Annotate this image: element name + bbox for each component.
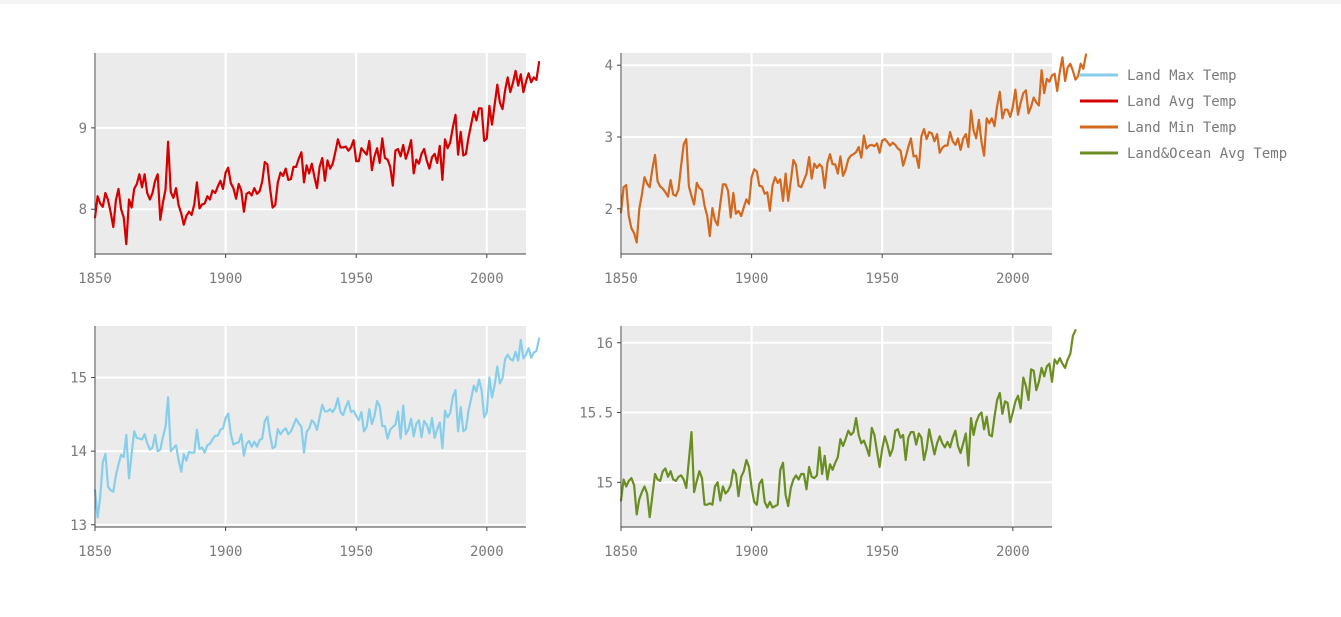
x-tick-label: 1900 [209, 271, 243, 287]
y-tick-label: 4 [605, 58, 613, 74]
x-tick-label: 2000 [996, 271, 1030, 287]
x-tick-label: 1850 [78, 271, 112, 287]
x-tick-label: 1900 [735, 544, 769, 560]
x-tick-label: 1850 [78, 544, 112, 560]
x-tick-label: 2000 [470, 544, 504, 560]
y-tick-label: 8 [79, 202, 87, 218]
legend-label: Land Max Temp [1127, 68, 1237, 84]
x-tick-label: 1850 [604, 544, 638, 560]
x-tick-label: 1950 [865, 544, 899, 560]
x-tick-label: 1950 [339, 271, 373, 287]
y-tick-label: 15 [596, 475, 613, 491]
legend: Land Max Temp Land Avg Temp Land Min Temp L… [1080, 68, 1287, 162]
x-tick-label: 1900 [209, 544, 243, 560]
x-tick-label: 1850 [604, 271, 638, 287]
x-tick-label: 2000 [470, 271, 504, 287]
legend-item: Land Max Temp [1080, 68, 1237, 84]
legend-item: Land Avg Temp [1080, 94, 1237, 110]
series-line-land-min-temp [619, 53, 1088, 244]
plot-background [621, 53, 1052, 254]
x-tick-label: 1900 [735, 271, 769, 287]
y-tick-label: 16 [596, 336, 613, 352]
series-line-land-avg-temp [93, 60, 541, 246]
x-tick-label: 1950 [339, 544, 373, 560]
panel-land-min-temp: 1850 1900 1950 2000 2 3 4 [604, 53, 1088, 287]
y-tick-label: 15.5 [579, 406, 613, 422]
y-tick-label: 13 [70, 518, 87, 534]
legend-item: Land&Ocean Avg Temp [1080, 146, 1287, 162]
top-toolbar-strip [0, 0, 1341, 4]
y-tick-label: 15 [70, 371, 87, 387]
plot-background [621, 326, 1052, 527]
legend-label: Land Avg Temp [1127, 94, 1237, 110]
y-tick-label: 9 [79, 121, 87, 137]
panel-land-avg-temp: 1850 1900 1950 2000 8 9 [78, 53, 541, 287]
panel-land-ocean-avg-temp: 1850 1900 1950 2000 15 15.5 16 [579, 326, 1077, 560]
series-line-land-max-temp [93, 337, 541, 519]
x-tick-label: 1950 [865, 271, 899, 287]
legend-item: Land Min Temp [1080, 120, 1237, 136]
y-tick-label: 2 [605, 202, 613, 218]
plot-background [95, 53, 526, 254]
x-tick-label: 2000 [996, 544, 1030, 560]
legend-label: Land Min Temp [1127, 120, 1237, 136]
y-tick-label: 3 [605, 130, 613, 146]
series-line-land-ocean-avg-temp [619, 329, 1077, 519]
y-tick-label: 14 [70, 444, 87, 460]
legend-label: Land&Ocean Avg Temp [1127, 146, 1287, 162]
panel-land-max-temp: 1850 1900 1950 2000 13 14 15 [70, 326, 541, 560]
